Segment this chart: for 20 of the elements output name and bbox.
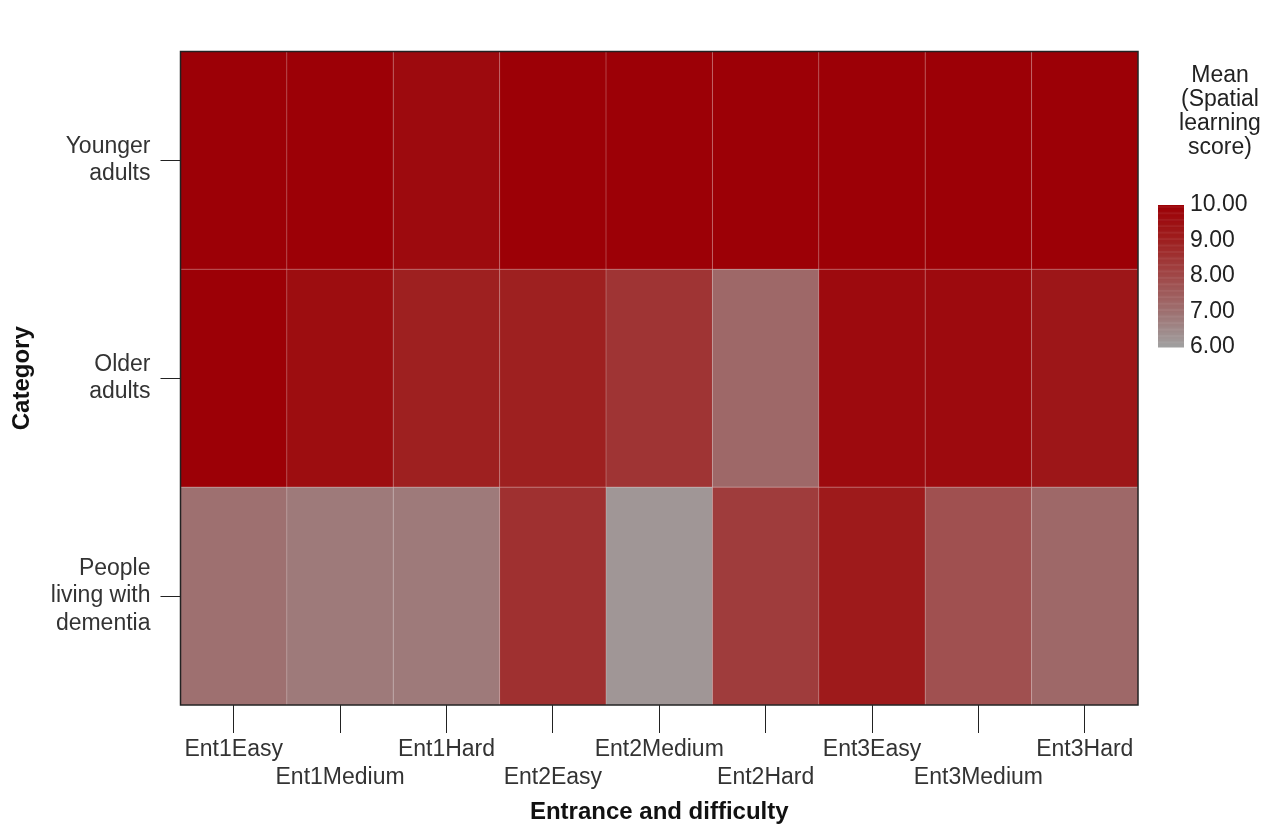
x-tick-label: Ent2Medium (594, 735, 724, 762)
x-axis-title: Entrance and difficulty (529, 797, 790, 825)
y-axis-title: Category (7, 325, 35, 431)
x-tick-label: Ent3Easy (822, 735, 922, 762)
color-bar-label: 7.00 (1190, 296, 1235, 323)
color-bar-label: 8.00 (1190, 261, 1235, 288)
x-tick-label: Ent2Hard (717, 762, 815, 789)
y-tick-label: Younger adults (65, 131, 151, 186)
x-tick-label: Ent3Medium (913, 762, 1043, 789)
x-tick-label: Ent2Easy (503, 762, 603, 789)
color-bar-label: 6.00 (1190, 332, 1235, 359)
x-tick-label: Ent1Easy (184, 735, 284, 762)
y-tick-label: People living with dementia (50, 553, 151, 636)
x-tick-label: Ent3Hard (1036, 735, 1134, 762)
x-tick-label: Ent1Hard (397, 735, 496, 762)
color-bar-title: Mean (Spatial learning score) (1178, 61, 1262, 160)
y-tick-label: Older adults (89, 349, 151, 404)
color-bar-label: 9.00 (1190, 225, 1235, 252)
x-tick-label: Ent1Medium (275, 762, 405, 789)
color-bar-label: 10.00 (1190, 190, 1248, 217)
